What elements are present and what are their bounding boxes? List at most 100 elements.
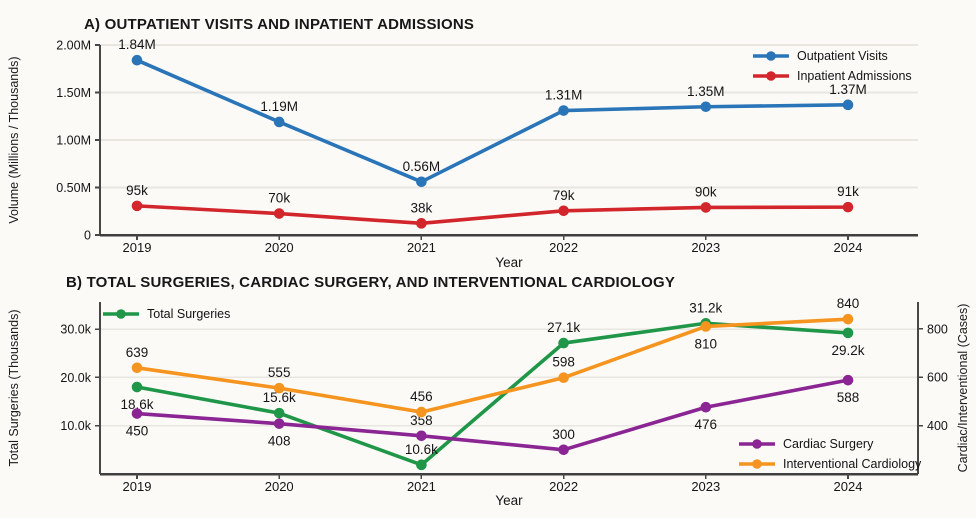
data-point-label: 408 xyxy=(268,434,291,449)
data-point-marker xyxy=(131,381,143,393)
chart-b-x-tick-label: 2024 xyxy=(834,479,863,494)
data-point-label: 29.2k xyxy=(831,343,864,358)
data-point-marker xyxy=(416,218,427,229)
data-point-marker xyxy=(700,321,712,332)
data-point-marker xyxy=(700,202,712,213)
data-point-marker xyxy=(842,201,854,213)
legend-line-marker-icon xyxy=(753,51,789,61)
legend-line-marker-icon xyxy=(739,439,775,449)
data-point-marker xyxy=(416,459,427,471)
data-point-marker xyxy=(558,444,569,456)
data-point-label: 639 xyxy=(126,345,149,360)
chart-a-x-tick-label: 2023 xyxy=(691,240,720,255)
data-point-label: 555 xyxy=(268,365,291,380)
data-point-marker xyxy=(416,430,427,442)
series-line-0 xyxy=(135,58,850,184)
legend-item: Cardiac Surgery xyxy=(737,434,921,454)
data-point-marker xyxy=(416,176,427,188)
chart-b-right-y-tick-label: 600 xyxy=(927,371,948,385)
data-point-label: 1.35M xyxy=(687,84,725,99)
chart-b-x-axis-label: Year xyxy=(495,493,523,508)
data-point-label: 1.19M xyxy=(260,99,298,114)
data-point-label: 10.6k xyxy=(405,442,438,457)
data-point-marker xyxy=(131,408,143,419)
chart-b-x-tick-label: 2019 xyxy=(123,479,152,494)
data-point-marker xyxy=(131,362,143,374)
data-point-label: 456 xyxy=(410,389,433,404)
data-point-label: 90k xyxy=(695,184,717,199)
legend-line-marker-icon xyxy=(103,309,139,319)
data-point-label: 300 xyxy=(552,427,575,442)
data-point-marker xyxy=(416,406,427,418)
data-point-marker xyxy=(273,208,285,219)
data-point-marker xyxy=(558,105,569,116)
chart-a-y-axis-label: Volume (Millions / Thousands) xyxy=(7,56,21,224)
chart-a-title: A) OUTPATIENT VISITS AND INPATIENT ADMIS… xyxy=(84,16,475,33)
data-point-label: 1.37M xyxy=(829,82,867,97)
chart-b-left-y-tick-label: 10.0k xyxy=(60,419,91,433)
data-point-marker xyxy=(558,337,569,349)
chart-a-x-tick-label: 2024 xyxy=(834,240,863,255)
data-point-label: 840 xyxy=(837,296,860,311)
data-point-label: 79k xyxy=(553,188,575,203)
chart-b-left-y-axis-label: Total Surgeries (Thousands) xyxy=(7,309,21,467)
data-point-marker xyxy=(842,327,854,339)
data-point-marker xyxy=(131,54,143,66)
data-point-label: 476 xyxy=(695,417,718,432)
chart-a-x-tick-label: 2022 xyxy=(549,240,578,255)
data-point-label: 15.6k xyxy=(263,390,296,405)
legend-line-marker-icon xyxy=(739,459,775,469)
data-point-marker xyxy=(273,116,285,128)
chart-b-legend-cases: Cardiac Surgery Interventional Cardiology xyxy=(737,434,921,474)
legend-line-marker-icon xyxy=(753,71,789,81)
legend-label: Interventional Cardiology xyxy=(783,457,922,471)
data-point-label: 38k xyxy=(411,200,433,215)
chart-a-x-tick-label: 2019 xyxy=(123,240,152,255)
chart-a-legend: Outpatient Visits Inpatient Admissions xyxy=(751,46,912,86)
chart-a-y-tick-label: 0 xyxy=(84,229,91,243)
chart-a-x-tick-label: 2020 xyxy=(265,240,294,255)
data-point-marker xyxy=(273,418,285,429)
data-point-marker xyxy=(558,205,569,217)
chart-b-x-tick-label: 2021 xyxy=(407,479,436,494)
data-point-label: 95k xyxy=(126,183,148,198)
data-point-marker xyxy=(700,401,712,413)
data-point-marker xyxy=(700,101,712,113)
chart-a-x-tick-label: 2021 xyxy=(407,240,436,255)
data-point-label: 31.2k xyxy=(689,300,722,315)
data-point-label: 598 xyxy=(552,355,575,370)
series-line-right-1 xyxy=(135,378,850,452)
chart-a-y-tick-label: 0.50M xyxy=(56,181,91,195)
data-point-label: 0.56M xyxy=(403,159,441,174)
legend-label: Inpatient Admissions xyxy=(797,69,912,83)
legend-item: Inpatient Admissions xyxy=(751,66,912,86)
legend-item: Outpatient Visits xyxy=(751,46,912,66)
legend-label: Cardiac Surgery xyxy=(783,437,874,451)
data-point-marker xyxy=(273,407,285,419)
chart-b-left-y-tick-label: 20.0k xyxy=(60,371,91,385)
chart-b-left-y-tick-label: 30.0k xyxy=(60,323,91,337)
data-point-label: 1.31M xyxy=(545,88,583,103)
data-point-marker xyxy=(131,200,143,212)
chart-b-right-y-tick-label: 800 xyxy=(927,322,948,336)
legend-item: Interventional Cardiology xyxy=(737,454,921,474)
data-point-marker xyxy=(842,99,854,111)
chart-b-x-tick-label: 2020 xyxy=(265,479,294,494)
chart-a-y-tick-label: 1.50M xyxy=(56,86,91,100)
data-point-label: 1.84M xyxy=(118,37,156,52)
series-line-right-2 xyxy=(135,317,850,414)
data-point-label: 91k xyxy=(837,184,859,199)
data-point-label: 27.1k xyxy=(547,320,580,335)
chart-b-right-y-axis-label: Cardiac/Interventional (Cases) xyxy=(956,303,970,473)
legend-label: Total Surgeries xyxy=(147,307,231,321)
data-point-marker xyxy=(273,382,285,394)
data-point-label: 450 xyxy=(126,424,149,439)
data-point-label: 810 xyxy=(695,336,718,351)
data-point-label: 70k xyxy=(268,191,290,206)
data-point-marker xyxy=(842,313,854,325)
data-point-marker xyxy=(558,372,569,384)
chart-b-x-tick-label: 2023 xyxy=(691,479,720,494)
chart-b-title: B) TOTAL SURGERIES, CARDIAC SURGERY, AND… xyxy=(66,274,676,291)
chart-b-legend-total-surgeries: Total Surgeries xyxy=(101,304,230,324)
